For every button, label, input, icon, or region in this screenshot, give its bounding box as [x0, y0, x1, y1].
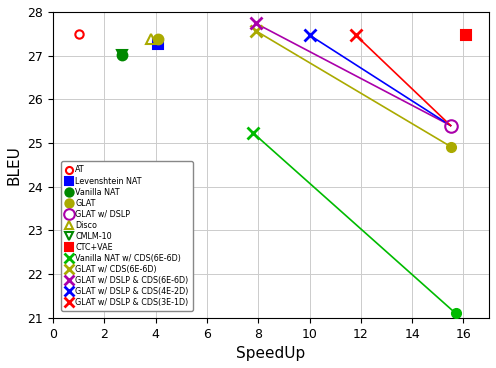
X-axis label: SpeedUp: SpeedUp — [237, 346, 306, 361]
Legend: AT, Levenshtein NAT, Vanilla NAT, GLAT, GLAT w/ DSLP, Disco, CMLM-10, CTC+VAE, V: AT, Levenshtein NAT, Vanilla NAT, GLAT, … — [62, 162, 192, 311]
Y-axis label: BLEU: BLEU — [7, 145, 22, 185]
